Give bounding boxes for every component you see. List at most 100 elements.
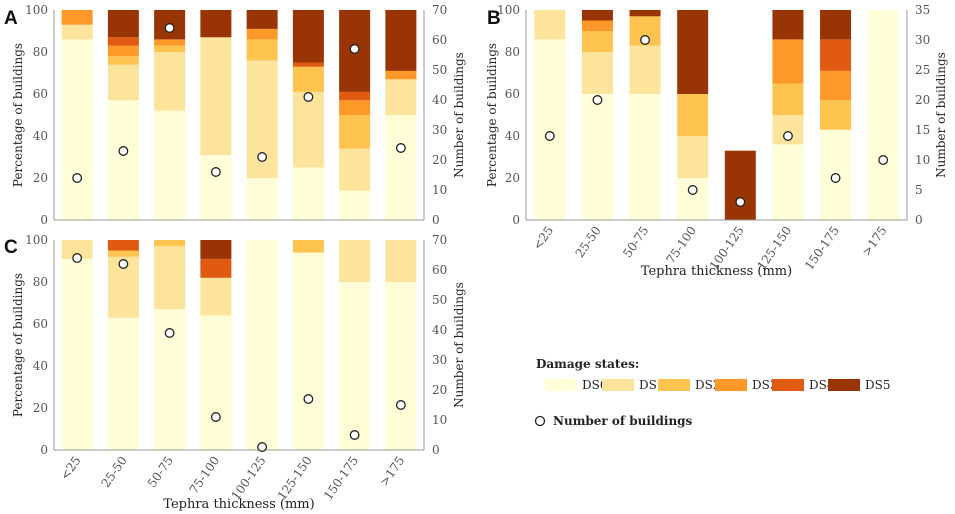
- building-count-marker: [687, 185, 698, 195]
- legend-label-ds2: DS2: [695, 378, 720, 392]
- y-tick-label: 40: [33, 129, 48, 143]
- y2-tick-label: 0: [915, 213, 923, 227]
- y2-tick-label: 35: [915, 3, 930, 17]
- y2-tick-label: 40: [432, 323, 447, 337]
- y2-tick-label: 30: [432, 353, 447, 367]
- y2-tick-label: 10: [915, 153, 930, 167]
- bar-ds5-3: [200, 10, 232, 38]
- bar-ds1-6: [339, 148, 371, 191]
- y2-tick-label: 50: [432, 293, 447, 307]
- category-label: <25: [530, 224, 556, 253]
- bar-ds2-5: [772, 83, 804, 115]
- bar-ds0-2: [629, 94, 661, 220]
- building-count-marker: [210, 167, 221, 177]
- bar-ds2-5: [292, 66, 324, 92]
- bar-ds0-4: [246, 240, 278, 450]
- bar-ds1-7: [385, 79, 417, 115]
- y2-tick-label: 0: [432, 213, 440, 227]
- building-count-marker: [592, 95, 603, 105]
- building-count-marker: [303, 394, 314, 404]
- y2-tick-label: 5: [915, 183, 923, 197]
- y-tick-label: 100: [25, 233, 48, 247]
- bar-ds4-1: [107, 240, 139, 251]
- bar-ds0-0: [61, 258, 93, 450]
- y2-tick-label: 70: [432, 233, 447, 247]
- building-count-marker: [782, 131, 793, 141]
- bar-ds2-6: [820, 100, 852, 130]
- bar-ds4-1: [107, 37, 139, 46]
- y2-tick-label: 20: [432, 153, 447, 167]
- bar-ds0-0: [534, 39, 566, 221]
- bar-ds5-5: [772, 10, 804, 40]
- legend-label-ds3: DS3: [752, 378, 777, 392]
- bar-ds0-7: [385, 115, 417, 220]
- building-count-marker: [118, 146, 129, 156]
- y2-tick-label: 50: [432, 63, 447, 77]
- bar-ds2-6: [339, 115, 371, 149]
- y2-axis-title: Number of buildings: [934, 52, 948, 178]
- bar-ds3-4: [246, 28, 278, 40]
- building-count-marker: [544, 131, 555, 141]
- bar-ds1-6: [339, 240, 371, 282]
- y-tick-label: 40: [33, 359, 48, 373]
- y2-tick-label: 70: [432, 3, 447, 17]
- bar-ds3-1: [107, 45, 139, 57]
- building-count-marker: [735, 197, 746, 207]
- bar-ds1-7: [385, 240, 417, 282]
- panel-label: B: [487, 8, 501, 29]
- building-count-marker: [395, 400, 406, 410]
- bar-ds0-1: [581, 94, 613, 220]
- bar-ds0-1: [107, 317, 139, 450]
- bar-ds5-4: [246, 10, 278, 29]
- bar-ds0-5: [292, 252, 324, 450]
- panel-a-chart: A 0 20 40 60 80 100 0 10 20 30 40 50 60 70 Percentage o…: [4, 3, 466, 227]
- bar-ds2-1: [581, 31, 613, 52]
- bar-ds5-7: [385, 10, 417, 71]
- y-tick-label: 0: [40, 443, 48, 457]
- y2-axis-title: Number of buildings: [452, 52, 466, 178]
- bar-ds3-6: [820, 70, 852, 101]
- y2-tick-label: 10: [432, 413, 447, 427]
- bar-ds0-3: [200, 154, 232, 220]
- bar-ds2-5: [292, 240, 324, 253]
- panel-label: C: [4, 237, 18, 258]
- bar-ds1-3: [200, 37, 232, 155]
- legend-items: DS0 DS1 DS2 DS3 DS4 DS5: [545, 378, 890, 392]
- y2-axis-title: Number of buildings: [452, 282, 466, 408]
- bar-ds1-2: [154, 246, 186, 310]
- bar-ds0-3: [677, 178, 709, 220]
- bar-ds0-4: [246, 178, 278, 220]
- damage-legend: Damage states: DS0 DS1 DS2 DS3 DS4 DS5 Number…: [534, 357, 890, 428]
- building-count-marker: [118, 259, 129, 269]
- building-count-marker: [349, 44, 360, 54]
- bar-ds5-6: [820, 10, 852, 40]
- bar-ds0-3: [200, 315, 232, 450]
- y2-tick-label: 30: [432, 123, 447, 137]
- bar-ds1-3: [677, 136, 709, 178]
- y-tick-label: 80: [33, 275, 48, 289]
- y-tick-label: 0: [40, 213, 48, 227]
- legend-swatch-ds2: [658, 379, 690, 391]
- bar-ds1-0: [534, 10, 566, 40]
- bar-ds1-5: [292, 91, 324, 168]
- bar-ds0-7: [867, 10, 899, 220]
- bar-ds1-3: [200, 277, 232, 316]
- bar-ds3-5: [772, 39, 804, 84]
- legend-label-ds5: DS5: [865, 378, 890, 392]
- panel-label: A: [4, 8, 18, 29]
- building-count-marker: [878, 155, 889, 165]
- bar-ds1-2: [154, 52, 186, 111]
- bar-ds0-0: [61, 39, 93, 221]
- bar-ds5-1: [581, 10, 613, 21]
- building-count-marker: [395, 143, 406, 153]
- bar-ds0-1: [107, 100, 139, 220]
- legend-swatch-ds1: [602, 379, 634, 391]
- legend-marker-icon: [534, 415, 546, 427]
- y2-tick-label: 20: [432, 383, 447, 397]
- bar-ds5-4: [724, 150, 756, 220]
- bar-ds1-0: [61, 24, 93, 40]
- legend-label-ds0: DS0: [582, 378, 607, 392]
- bar-ds5-3: [200, 240, 232, 259]
- y-tick-label: 20: [33, 401, 48, 415]
